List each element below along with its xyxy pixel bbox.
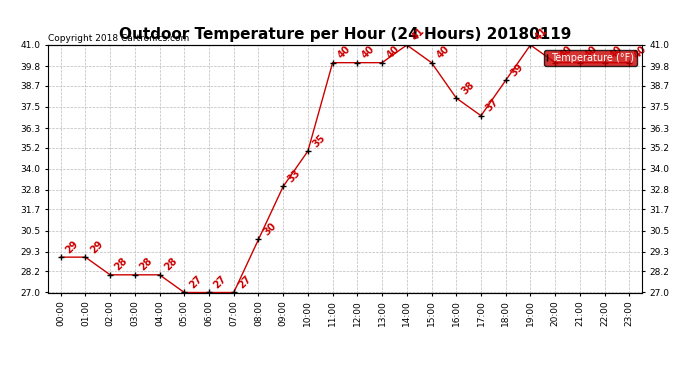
Text: 33: 33 bbox=[286, 168, 303, 184]
Text: 40: 40 bbox=[608, 44, 624, 60]
Text: 40: 40 bbox=[632, 44, 649, 60]
Text: 40: 40 bbox=[335, 44, 352, 60]
Title: Outdoor Temperature per Hour (24 Hours) 20180119: Outdoor Temperature per Hour (24 Hours) … bbox=[119, 27, 571, 42]
Text: 30: 30 bbox=[262, 221, 278, 237]
Text: 28: 28 bbox=[113, 256, 130, 273]
Text: 35: 35 bbox=[311, 132, 328, 149]
Text: 27: 27 bbox=[212, 274, 228, 290]
Text: 40: 40 bbox=[360, 44, 377, 60]
Text: 29: 29 bbox=[63, 238, 80, 255]
Text: 27: 27 bbox=[187, 274, 204, 290]
Text: Copyright 2018 Cartronics.com: Copyright 2018 Cartronics.com bbox=[48, 33, 190, 42]
Text: 40: 40 bbox=[435, 44, 451, 60]
Text: 39: 39 bbox=[509, 62, 525, 78]
Text: 28: 28 bbox=[138, 256, 155, 273]
Text: 29: 29 bbox=[88, 238, 105, 255]
Text: 40: 40 bbox=[558, 44, 575, 60]
Text: 40: 40 bbox=[583, 44, 600, 60]
Text: 27: 27 bbox=[237, 274, 253, 290]
Text: 28: 28 bbox=[163, 256, 179, 273]
Text: 38: 38 bbox=[460, 79, 476, 96]
Text: 41: 41 bbox=[410, 26, 426, 43]
Legend: Temperature (°F): Temperature (°F) bbox=[544, 50, 637, 66]
Text: 40: 40 bbox=[385, 44, 402, 60]
Text: 37: 37 bbox=[484, 97, 500, 114]
Text: 41: 41 bbox=[533, 26, 550, 43]
